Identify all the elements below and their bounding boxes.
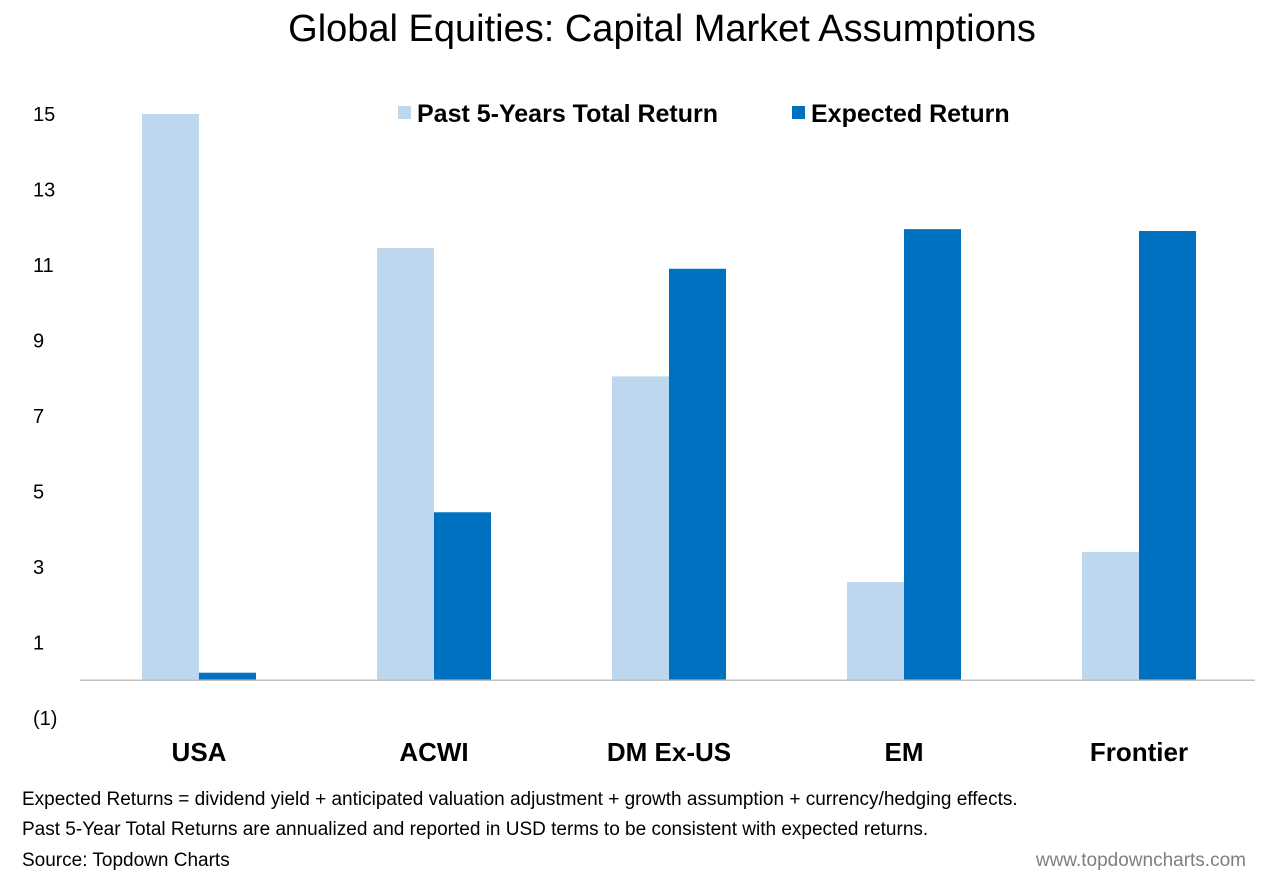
bar-usa-series-0	[142, 114, 199, 681]
bar-em-series-0	[847, 582, 904, 681]
bar-frontier-series-0	[1082, 551, 1139, 681]
legend-label: Past 5-Years Total Return	[417, 100, 718, 128]
x-axis-labels: USA ACWI DM Ex-US EM Frontier	[172, 737, 1189, 767]
y-tick-label: 9	[33, 331, 44, 353]
legend: Past 5-Years Total Return Expected Return	[398, 100, 1010, 128]
legend-label: Expected Return	[811, 100, 1010, 128]
x-tick-label: ACWI	[399, 737, 468, 767]
x-tick-label: Frontier	[1090, 737, 1188, 767]
website-credit: www.topdowncharts.com	[1035, 850, 1246, 871]
bar-dm-ex-us-series-0	[612, 376, 669, 681]
y-tick-label: 15	[33, 104, 55, 126]
y-tick-label: 1	[33, 633, 44, 655]
x-tick-label: DM Ex-US	[607, 737, 731, 767]
source-note: Source: Topdown Charts	[22, 850, 230, 871]
y-tick-label: 13	[33, 180, 55, 202]
footnote-expected-returns: Expected Returns = dividend yield + anti…	[22, 789, 1018, 810]
footnote-past-returns: Past 5-Year Total Returns are annualized…	[22, 819, 929, 840]
y-tick-label: 5	[33, 482, 44, 504]
bar-acwi-series-0	[377, 248, 434, 681]
bar-frontier-series-1	[1139, 231, 1196, 681]
y-tick-label: 11	[33, 255, 54, 277]
legend-swatch	[398, 106, 411, 119]
y-tick-label: 7	[33, 406, 44, 428]
x-tick-label: EM	[885, 737, 924, 767]
bar-em-series-1	[904, 229, 961, 681]
bar-usa-series-1	[199, 672, 256, 681]
legend-swatch	[792, 106, 805, 119]
y-axis-labels: 15 13 11 9 7 5 3 1 (1)	[33, 104, 57, 730]
bar-dm-ex-us-series-1	[669, 268, 726, 681]
x-tick-label: USA	[172, 737, 227, 767]
bars	[142, 114, 1196, 681]
bar-acwi-series-1	[434, 512, 491, 681]
y-tick-label: 3	[33, 557, 44, 579]
y-tick-label: (1)	[33, 708, 57, 730]
chart-title: Global Equities: Capital Market Assumpti…	[288, 8, 1036, 50]
